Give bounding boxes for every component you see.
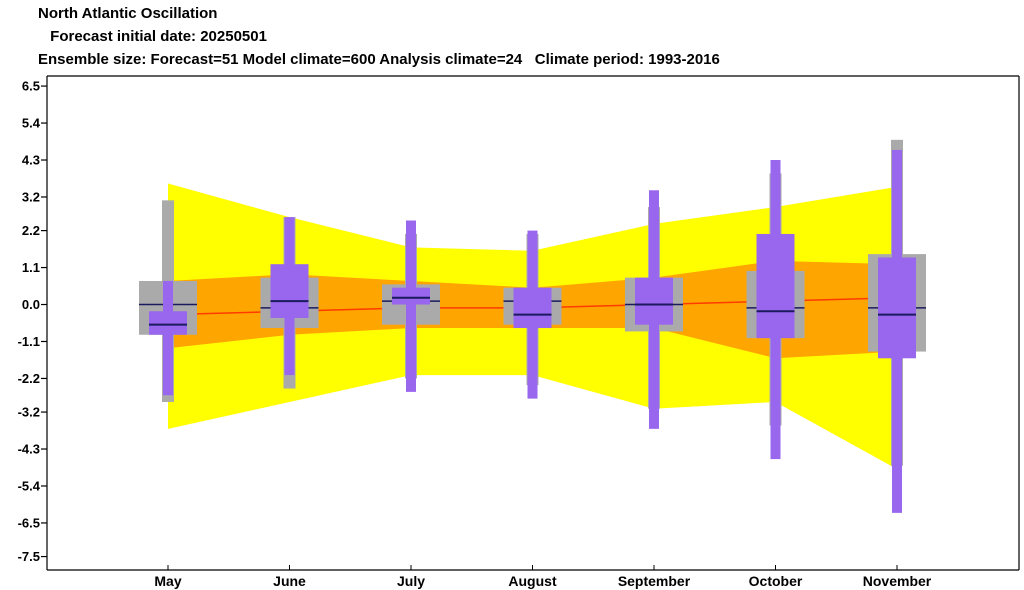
box-plots [139,139,926,513]
forecast-box [635,277,673,325]
x-tick-label: September [618,573,691,589]
forecast-box [392,287,430,305]
chart-title: North Atlantic Oscillation [38,5,218,22]
forecast-box [878,257,916,359]
forecast-box [513,287,552,329]
y-tick-label: 1.1 [22,260,40,275]
x-tick-label: October [749,573,803,589]
y-tick-label: -1.1 [18,334,40,349]
axes: 6.5 5.4 4.3 3.2 2.2 1.1 0.0 -1.1 -2.2 -3.2 -4.3 -5.… [18,75,1020,589]
y-tick-label: 6.5 [22,79,40,94]
chart-subtitle-ensemble: Ensemble size: Forecast=51 Model climate… [38,51,720,68]
x-tick-label: July [397,573,425,589]
y-tick-label: 5.4 [22,116,41,131]
forecast-box [149,311,187,335]
y-tick-label: -5.4 [18,478,41,493]
y-tick-label: 3.2 [22,189,40,204]
y-tick-label: 4.3 [22,153,40,168]
forecast-whisker [163,280,173,396]
y-tick-label: -6.5 [18,515,40,530]
y-tick-label: -3.2 [18,405,40,420]
chart-subtitle-forecast-date: Forecast initial date: 20250501 [46,28,267,45]
y-tick-label: 2.2 [22,223,40,238]
forecast-whisker [406,220,416,392]
x-tick-label: June [273,573,306,589]
y-tick-label: -4.3 [18,442,40,457]
forecast-box [756,233,795,339]
forecast-box [270,264,309,318]
x-tick-label: November [863,573,932,589]
x-tick-label: May [154,573,181,589]
y-tick-label: -7.5 [18,549,40,564]
x-tick-label: August [508,573,557,589]
y-tick-label: -2.2 [18,371,40,386]
y-tick-label: 0.0 [22,297,40,312]
